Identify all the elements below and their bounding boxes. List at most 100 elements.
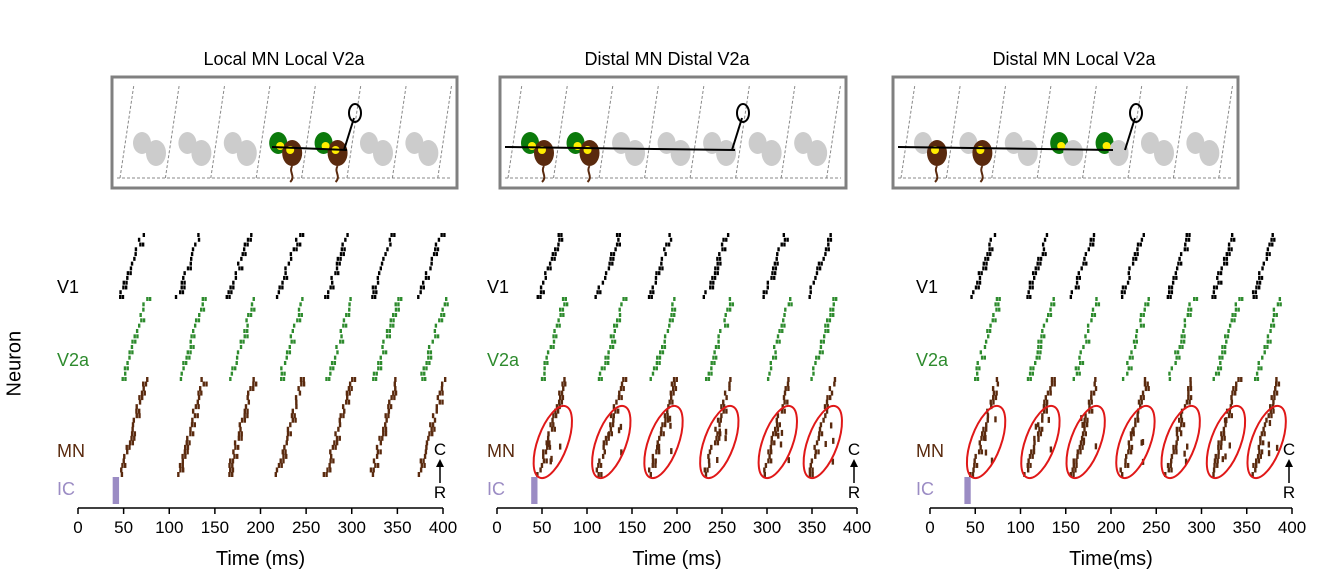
spike-v2a xyxy=(1139,318,1142,323)
spike-v2a xyxy=(179,377,183,381)
spike-mn xyxy=(725,408,728,414)
spike-mn xyxy=(243,417,247,423)
spike-v2a xyxy=(658,355,662,360)
spike-mn-late xyxy=(619,423,623,430)
spike-v2a xyxy=(142,318,146,323)
segment-boundary xyxy=(1172,83,1188,179)
spike-v1 xyxy=(1268,242,1271,247)
spike-v2a xyxy=(834,297,838,301)
spike-v1 xyxy=(1175,275,1178,280)
spike-v1 xyxy=(174,295,178,299)
spike-mn xyxy=(617,395,621,401)
x-tick-label: 50 xyxy=(114,518,133,537)
spike-mn-late xyxy=(620,449,623,456)
spike-mn xyxy=(133,431,137,437)
spike-v2a xyxy=(778,339,781,344)
spike-mn-late xyxy=(724,428,728,435)
spike-v2a xyxy=(1077,366,1080,371)
x-tick-label: 200 xyxy=(246,518,274,537)
spike-v1 xyxy=(820,261,823,266)
spike-mn xyxy=(1229,404,1233,410)
row-label-ic: IC xyxy=(916,479,934,499)
x-axis-label: Time (ms) xyxy=(216,548,305,570)
spike-v1 xyxy=(1270,237,1273,242)
spike-mn xyxy=(190,422,194,428)
spike-mn xyxy=(823,404,827,410)
spike-v2a xyxy=(783,323,786,328)
spike-v2a xyxy=(766,377,770,381)
spike-v2a xyxy=(379,361,383,365)
spike-mn xyxy=(1072,472,1075,477)
spike-v1 xyxy=(597,285,600,290)
spike-v2a xyxy=(1269,329,1272,333)
spike-mn xyxy=(193,422,196,428)
spike-v2a xyxy=(328,377,331,381)
spike-v1 xyxy=(194,242,197,247)
spike-mn xyxy=(826,395,829,401)
spike-mn xyxy=(552,422,555,428)
spike-mn xyxy=(545,458,548,464)
spike-v1 xyxy=(712,280,715,285)
spike-mn xyxy=(392,390,395,396)
spike-v1 xyxy=(189,266,192,271)
spike-v1 xyxy=(786,237,789,242)
spike-mn xyxy=(723,390,727,396)
spike-v1 xyxy=(243,242,247,247)
spike-v1 xyxy=(773,271,777,276)
spike-mn xyxy=(289,431,292,437)
x-tick-label: 150 xyxy=(618,518,646,537)
spike-mn xyxy=(670,381,674,387)
spike-v2a xyxy=(377,366,380,371)
spike-mn xyxy=(1125,453,1128,459)
spike-v2a xyxy=(1087,329,1090,333)
spike-mn-late xyxy=(724,435,727,442)
spike-v2a xyxy=(1038,355,1041,360)
spike-mn xyxy=(708,449,712,455)
spike-mn xyxy=(128,440,132,446)
row-label-mn: MN xyxy=(916,441,944,461)
spike-v1 xyxy=(327,290,330,295)
spike-mn xyxy=(729,377,732,382)
spike-mn xyxy=(722,408,725,414)
synapse-dot xyxy=(1057,142,1066,150)
spike-v1 xyxy=(539,290,543,295)
spike-v2a xyxy=(397,302,400,307)
spike-mn xyxy=(657,449,661,455)
spike-mn xyxy=(1026,467,1030,473)
spike-v1 xyxy=(709,285,712,290)
spike-v2a xyxy=(1178,355,1181,360)
spike-mn xyxy=(978,440,981,446)
spike-v2a xyxy=(246,329,249,333)
spike-v2a xyxy=(1187,307,1190,312)
spike-v1 xyxy=(824,247,828,252)
spike-v2a xyxy=(348,307,351,312)
spike-mn-late xyxy=(716,456,719,463)
spike-v1 xyxy=(1028,280,1032,285)
spike-mn xyxy=(424,449,428,455)
neuron-soma-lower xyxy=(625,140,646,166)
spike-mn xyxy=(302,377,305,382)
spike-mn xyxy=(1043,399,1046,405)
spike-v1 xyxy=(289,256,293,261)
spike-v1 xyxy=(1092,233,1096,237)
spike-mn xyxy=(231,462,234,468)
spike-mn xyxy=(1137,399,1141,405)
spike-mn xyxy=(716,440,720,446)
spike-v1 xyxy=(1087,247,1090,252)
spike-v1 xyxy=(142,233,146,237)
x-axis-label: Time(ms) xyxy=(1069,548,1153,570)
axis-note-bottom: R xyxy=(1283,483,1295,502)
spike-v2a xyxy=(984,339,988,344)
spike-mn xyxy=(716,431,719,437)
spike-v1 xyxy=(298,242,302,247)
spike-v2a xyxy=(239,339,242,344)
spike-v1 xyxy=(287,261,291,266)
row-label-v1: V1 xyxy=(57,277,79,297)
spike-mn xyxy=(293,413,296,419)
spike-v2a xyxy=(182,361,185,365)
spike-v1 xyxy=(826,237,830,242)
spike-mn xyxy=(387,413,390,419)
spike-v1 xyxy=(1214,295,1217,299)
spike-v1 xyxy=(716,261,719,266)
